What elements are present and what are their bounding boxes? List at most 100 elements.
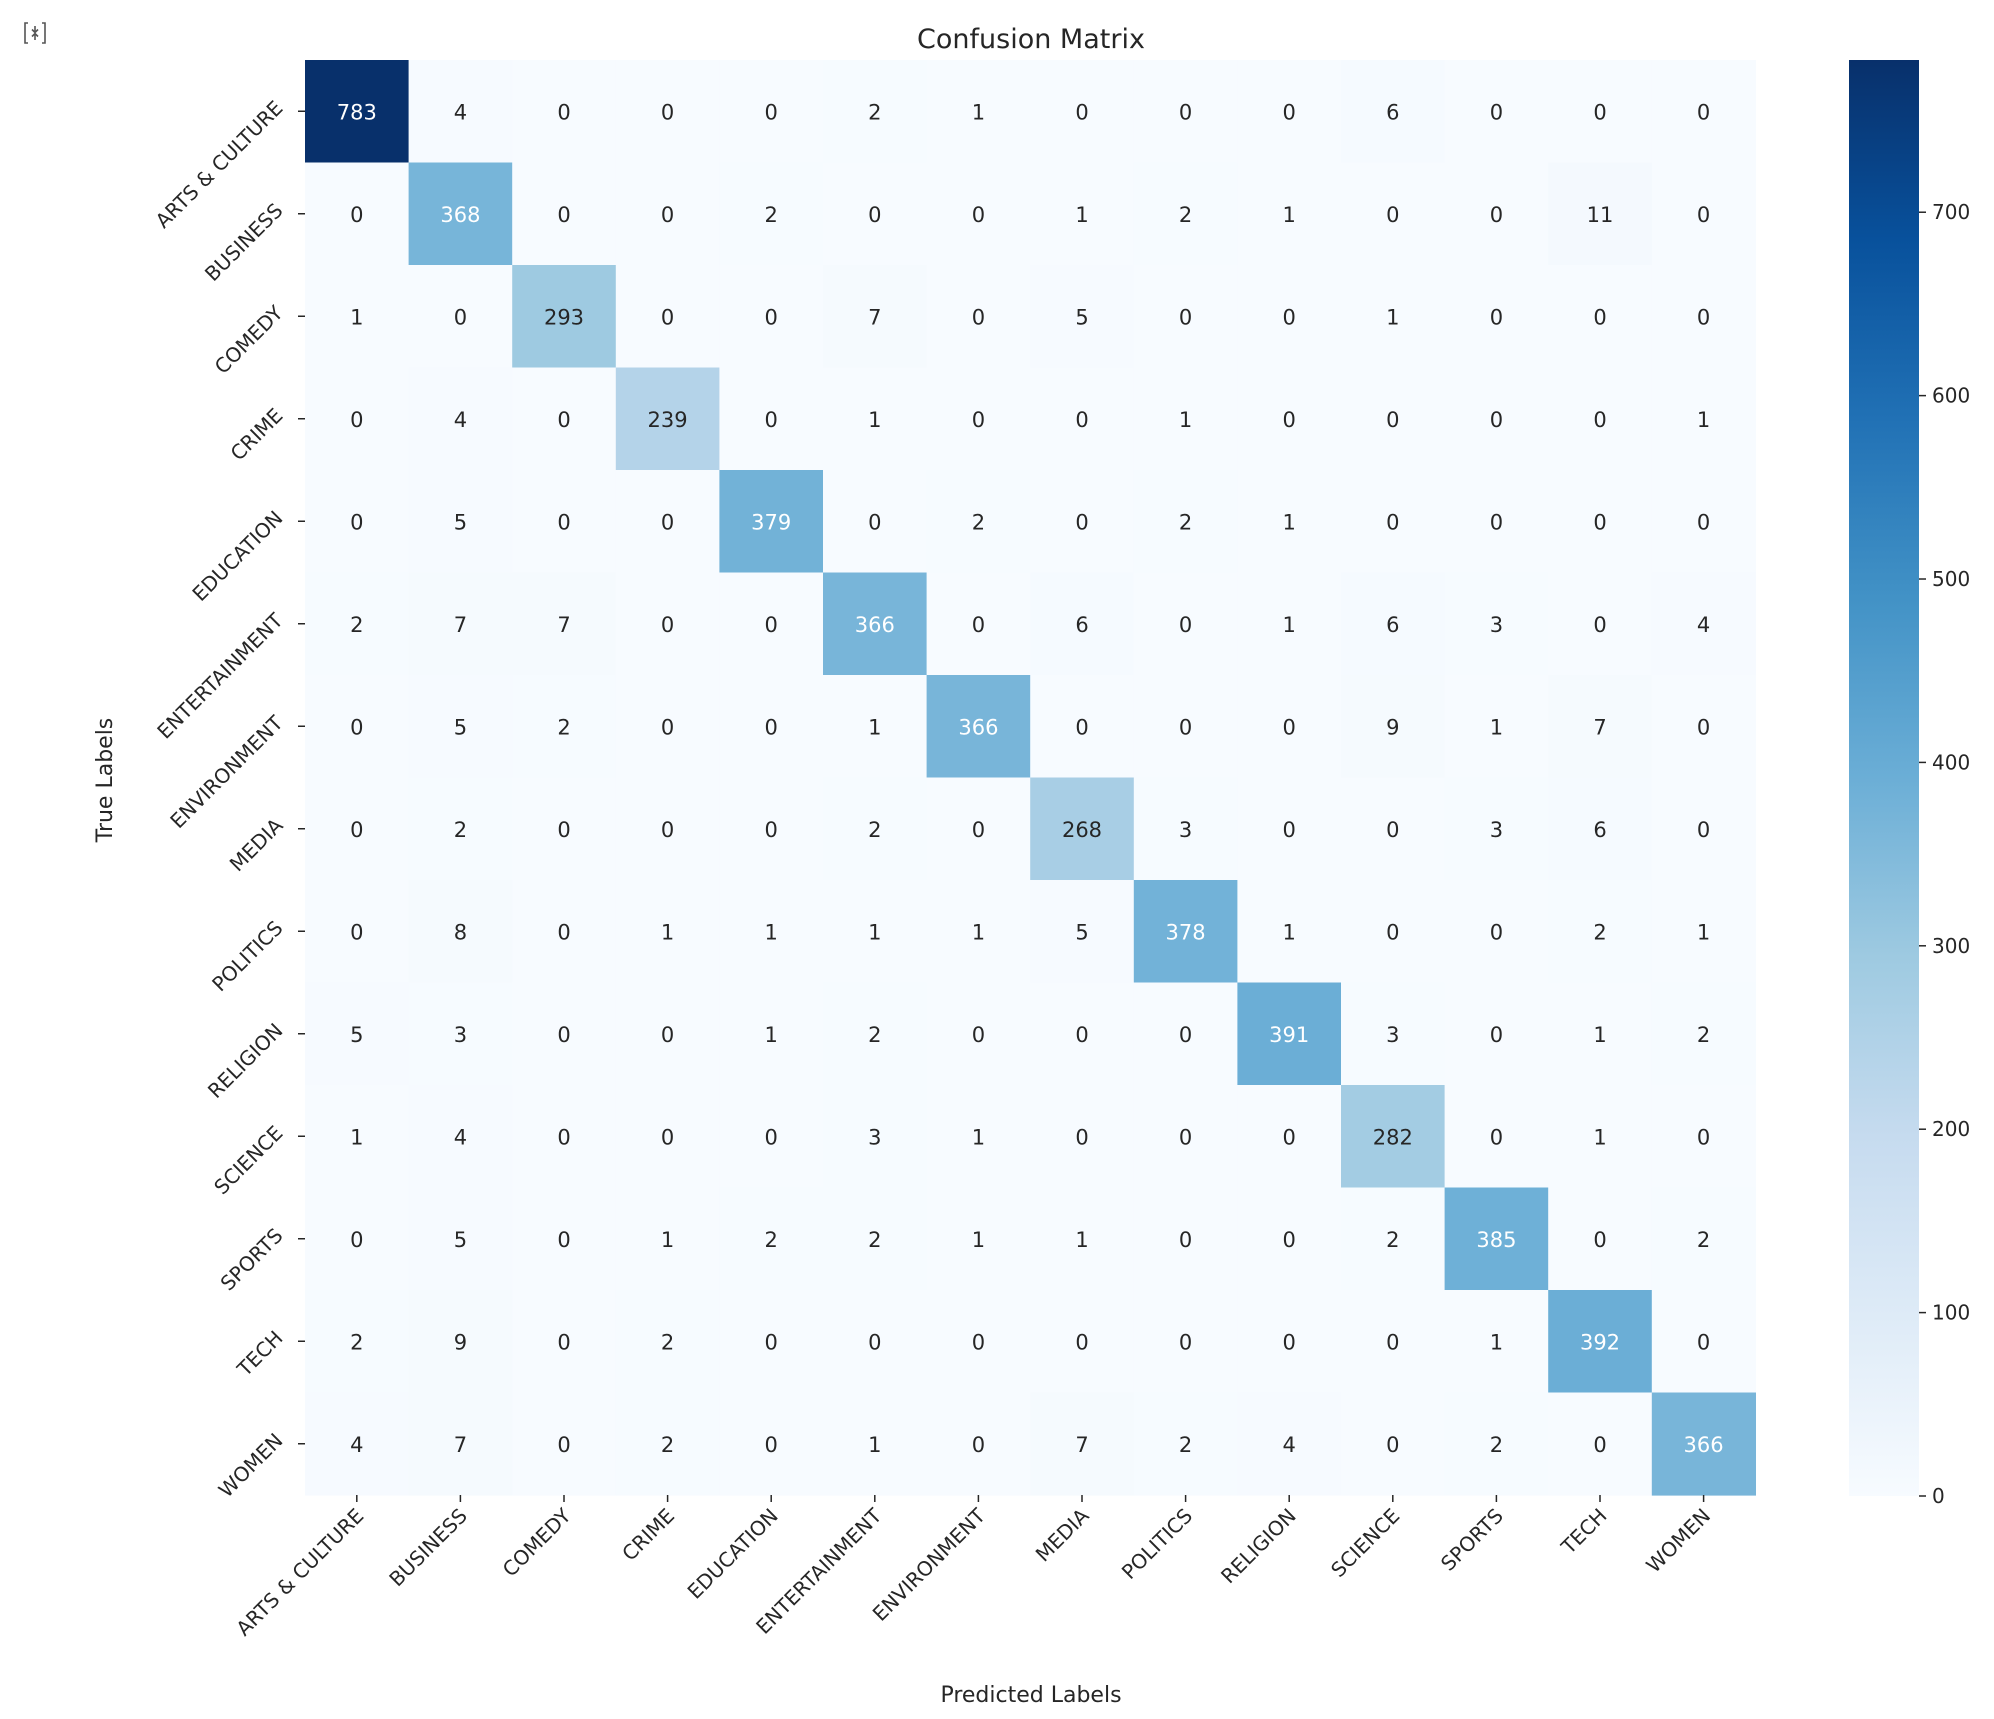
heatmap-cell [305,572,410,676]
cell-value: 6 [1386,613,1399,637]
cell-value: 0 [1179,1125,1192,1149]
heatmap-cell [305,982,410,1086]
cell-value: 3 [454,1023,467,1047]
cell-value: 0 [661,305,674,329]
cell-value: 0 [1593,305,1606,329]
cell-value: 0 [1179,305,1192,329]
cell-value: 2 [1179,1433,1192,1457]
cell-value: 3 [868,1125,881,1149]
cell-value: 0 [765,1125,778,1149]
heatmap-cell [1133,675,1238,779]
y-tick-label: WOMEN [214,1428,288,1502]
cell-value: 2 [661,1433,674,1457]
cell-value: 268 [1062,818,1102,842]
x-tick-label: BUSINESS [384,1504,472,1592]
cell-value: 0 [1697,510,1710,534]
cell-value: 11 [1587,203,1614,227]
heatmap-cell [1444,1392,1549,1496]
heatmap-cell [1548,1290,1653,1394]
cell-value: 0 [557,1433,570,1457]
heatmap-cell [1133,880,1238,984]
heatmap-cell [1030,1085,1135,1189]
cell-value: 2 [1697,1228,1710,1252]
cell-value: 7 [454,1433,467,1457]
x-tick-label: ARTS & CULTURE [231,1504,368,1641]
cell-value: 1 [1179,408,1192,432]
cell-value: 2 [868,818,881,842]
heatmap-cell [1030,777,1135,881]
x-tick-label: COMEDY [498,1503,576,1581]
cell-value: 0 [1490,305,1503,329]
heatmap-cell [1237,880,1342,984]
heatmap-cell [512,470,617,574]
cell-value: 1 [765,920,778,944]
cell-value: 0 [1490,408,1503,432]
cell-value: 2 [1593,920,1606,944]
cell-value: 1 [1490,1330,1503,1354]
cell-value: 0 [557,510,570,534]
heatmap-cell [615,367,720,471]
heatmap-cell [1651,880,1756,984]
y-tick-label: RELIGION [203,1018,288,1103]
cell-value: 282 [1373,1125,1413,1149]
cell-value: 293 [544,305,584,329]
cell-value: 2 [557,715,570,739]
heatmap-cell [926,470,1031,574]
cell-value: 1 [868,408,881,432]
heatmap-cell [408,777,513,881]
heatmap-cell [408,367,513,471]
heatmap-cell [512,572,617,676]
cell-value: 0 [1283,1228,1296,1252]
heatmap-cell [408,470,513,574]
cell-value: 7 [1593,715,1606,739]
cell-value: 0 [1386,408,1399,432]
heatmap-cell [512,1392,617,1496]
cell-value: 0 [1283,408,1296,432]
heatmap-cell [305,1392,410,1496]
cell-value: 392 [1580,1330,1620,1354]
heatmap-cell [305,60,410,164]
cell-value: 0 [765,1330,778,1354]
heatmap-cell [1133,982,1238,1086]
cell-value: 0 [661,715,674,739]
cell-value: 0 [765,100,778,124]
heatmap-cell [719,1290,824,1394]
heatmap-cell [305,1187,410,1291]
cell-value: 0 [1386,1330,1399,1354]
cell-value: 0 [765,818,778,842]
heatmap-cell [408,1392,513,1496]
x-tick-label: WOMEN [1641,1504,1715,1578]
heatmap-cell [1237,265,1342,369]
heatmap-cell [1444,470,1549,574]
cell-value: 0 [868,203,881,227]
heatmap-cell [615,1187,720,1291]
cell-value: 1 [1490,715,1503,739]
heatmap-cell [1651,162,1756,266]
heatmap-cell [615,982,720,1086]
heatmap-cell [926,982,1031,1086]
cell-value: 5 [454,1228,467,1252]
heatmap-cell [1651,470,1756,574]
cell-value: 2 [1179,203,1192,227]
cell-value: 0 [1490,100,1503,124]
heatmap-cell [926,162,1031,266]
heatmap-cell [1030,1290,1135,1394]
heatmap-cell [1341,367,1446,471]
output-expand-icon[interactable] [22,20,48,46]
cell-value: 0 [557,818,570,842]
heatmap-cell [408,675,513,779]
cell-value: 4 [454,1125,467,1149]
cell-value: 0 [1179,1228,1192,1252]
colorbar-tick-label: 700 [1932,200,1970,224]
colorbar-tick-label: 500 [1932,567,1970,591]
heatmap-cell [1548,675,1653,779]
cell-value: 0 [1490,510,1503,534]
cell-value: 0 [557,1330,570,1354]
heatmap-cell [1444,675,1549,779]
cell-value: 0 [868,1330,881,1354]
chart-title: Confusion Matrix [917,24,1145,55]
cell-value: 0 [1697,203,1710,227]
y-tick-label: TECH [232,1326,288,1382]
heatmap-cell [1444,572,1549,676]
heatmap-cell [615,880,720,984]
